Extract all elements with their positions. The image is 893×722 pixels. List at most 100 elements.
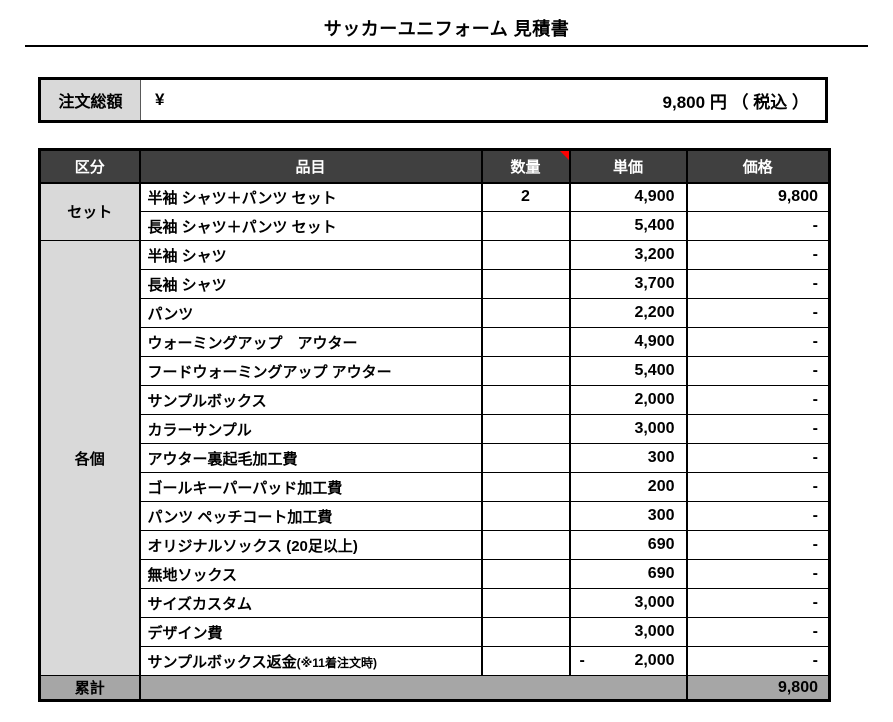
unit-price-value: 4,900 bbox=[634, 333, 675, 350]
table-row: デザイン費 3,000- bbox=[40, 617, 830, 647]
table-row: セット 半袖 シャツ＋パンツ セット 2 4,900 9,800 bbox=[39, 182, 830, 241]
unit-price-value: 690 bbox=[647, 536, 675, 553]
unit-price-cell: 3,000 bbox=[569, 617, 688, 647]
order-total-value: ¥ 9,800 円 （ 税込 ） bbox=[141, 80, 825, 120]
unit-price-value: 5,400 bbox=[634, 362, 675, 379]
price-cell: - bbox=[686, 501, 830, 531]
item-cell: サンプルボックス返金(※11着注文時) bbox=[139, 646, 483, 676]
qty-cell[interactable] bbox=[481, 414, 571, 444]
grand-total-value: 9,800 bbox=[685, 675, 830, 701]
price-cell: - bbox=[686, 356, 830, 386]
item-cell: オリジナルソックス (20足以上) bbox=[139, 530, 483, 560]
item-cell: 長袖 シャツ bbox=[139, 269, 483, 299]
unit-price-cell: 3,200 bbox=[569, 240, 688, 270]
table-row: オリジナルソックス (20足以上) 690- bbox=[40, 530, 830, 560]
currency-symbol: ¥ bbox=[155, 90, 165, 109]
item-cell: 無地ソックス bbox=[139, 559, 483, 589]
qty-cell[interactable] bbox=[481, 588, 571, 618]
unit-price-cell: - 2,000 bbox=[569, 646, 688, 676]
item-note: (※11着注文時) bbox=[296, 655, 377, 670]
item-cell: パンツ bbox=[139, 298, 483, 328]
qty-cell[interactable] bbox=[481, 646, 571, 676]
col-header-qty-label: 数量 bbox=[510, 158, 541, 176]
page-title: サッカーユニフォーム 見積書 bbox=[323, 19, 570, 39]
order-total-box: 注文総額 ¥ 9,800 円 （ 税込 ） bbox=[38, 77, 828, 123]
table-row: 長袖 シャツ 3,700- bbox=[40, 269, 830, 299]
price-cell: - bbox=[686, 559, 830, 589]
qty-cell[interactable] bbox=[481, 443, 571, 473]
item-cell: フードウォーミングアップ アウター bbox=[139, 356, 483, 386]
unit-price-value: 3,000 bbox=[634, 623, 675, 640]
price-cell: - bbox=[686, 617, 830, 647]
unit-price-value: 300 bbox=[647, 507, 675, 524]
table-row: ウォーミングアップ アウター 4,900- bbox=[40, 327, 830, 357]
price-cell: - bbox=[686, 298, 830, 328]
grand-total-spacer bbox=[139, 675, 687, 701]
table-row: サイズカスタム 3,000- bbox=[40, 588, 830, 618]
item-cell: 半袖 シャツ bbox=[139, 240, 483, 270]
grand-total-row: 累計 9,800 bbox=[39, 675, 830, 701]
unit-price-value: 3,700 bbox=[634, 275, 675, 292]
table-row: カラーサンプル 3,000- bbox=[40, 414, 830, 444]
unit-price-cell: 4,900 bbox=[569, 182, 688, 212]
qty-cell[interactable] bbox=[481, 530, 571, 560]
col-header-category: 区分 bbox=[39, 149, 141, 184]
table-row: フードウォーミングアップ アウター 5,400- bbox=[40, 356, 830, 386]
item-cell: サイズカスタム bbox=[139, 588, 483, 618]
item-cell: アウター裏起毛加工費 bbox=[139, 443, 483, 473]
unit-price-cell: 300 bbox=[569, 501, 688, 531]
unit-price-value: 2,000 bbox=[634, 652, 675, 669]
unit-price-value: 200 bbox=[647, 478, 675, 495]
table-row: 無地ソックス 690- bbox=[40, 559, 830, 589]
table-row: サンプルボックス 2,000- bbox=[40, 385, 830, 415]
group-cell: 各個 bbox=[39, 240, 141, 676]
unit-price-value: 2,200 bbox=[634, 304, 675, 321]
unit-price-cell: 3,000 bbox=[569, 588, 688, 618]
qty-cell[interactable] bbox=[481, 269, 571, 299]
unit-price-cell: 4,900 bbox=[569, 327, 688, 357]
unit-price-cell: 300 bbox=[569, 443, 688, 473]
qty-cell[interactable] bbox=[481, 356, 571, 386]
qty-cell[interactable] bbox=[481, 501, 571, 531]
table-row: パンツ ペッチコート加工費 300- bbox=[40, 501, 830, 531]
qty-cell[interactable]: 2 bbox=[481, 182, 571, 212]
unit-price-value: 3,000 bbox=[634, 420, 675, 437]
order-total-label: 注文総額 bbox=[41, 80, 141, 120]
grand-total-label: 累計 bbox=[39, 675, 141, 701]
table-row: ゴールキーパーパッド加工費 200- bbox=[40, 472, 830, 502]
price-cell: - bbox=[686, 211, 830, 241]
qty-cell[interactable] bbox=[481, 385, 571, 415]
unit-price-cell: 690 bbox=[569, 530, 688, 560]
qty-cell[interactable] bbox=[481, 240, 571, 270]
unit-price-value: 4,900 bbox=[634, 188, 675, 206]
unit-price-cell: 5,400 bbox=[569, 356, 688, 386]
price-cell: - bbox=[686, 327, 830, 357]
price-cell: - bbox=[686, 414, 830, 444]
unit-price-value: 2,000 bbox=[634, 391, 675, 408]
item-cell: サンプルボックス bbox=[139, 385, 483, 415]
qty-cell[interactable] bbox=[481, 298, 571, 328]
price-cell: - bbox=[686, 530, 830, 560]
order-total-amount: 9,800 円 （ 税込 ） bbox=[663, 88, 809, 113]
qty-cell[interactable] bbox=[481, 211, 571, 241]
price-cell: - bbox=[686, 385, 830, 415]
qty-cell[interactable] bbox=[481, 617, 571, 647]
unit-price-cell: 690 bbox=[569, 559, 688, 589]
price-cell: - bbox=[686, 588, 830, 618]
price-cell: - bbox=[686, 646, 830, 676]
qty-cell[interactable] bbox=[481, 472, 571, 502]
qty-cell[interactable] bbox=[481, 327, 571, 357]
unit-price-cell: 3,000 bbox=[569, 414, 688, 444]
qty-cell[interactable] bbox=[481, 559, 571, 589]
item-cell: デザイン費 bbox=[139, 617, 483, 647]
comment-marker-icon[interactable] bbox=[559, 151, 568, 160]
unit-price-value: 5,400 bbox=[634, 217, 675, 234]
item-cell: カラーサンプル bbox=[139, 414, 483, 444]
unit-price-value: 690 bbox=[647, 565, 675, 582]
item-cell: ウォーミングアップ アウター bbox=[139, 327, 483, 357]
item-cell: 半袖 シャツ＋パンツ セット bbox=[139, 182, 483, 212]
col-header-unit-price: 単価 bbox=[569, 149, 688, 184]
table-row: サンプルボックス返金(※11着注文時) -2,000- bbox=[40, 646, 830, 676]
table-row: 各個 半袖 シャツ 3,200 - bbox=[39, 240, 830, 676]
